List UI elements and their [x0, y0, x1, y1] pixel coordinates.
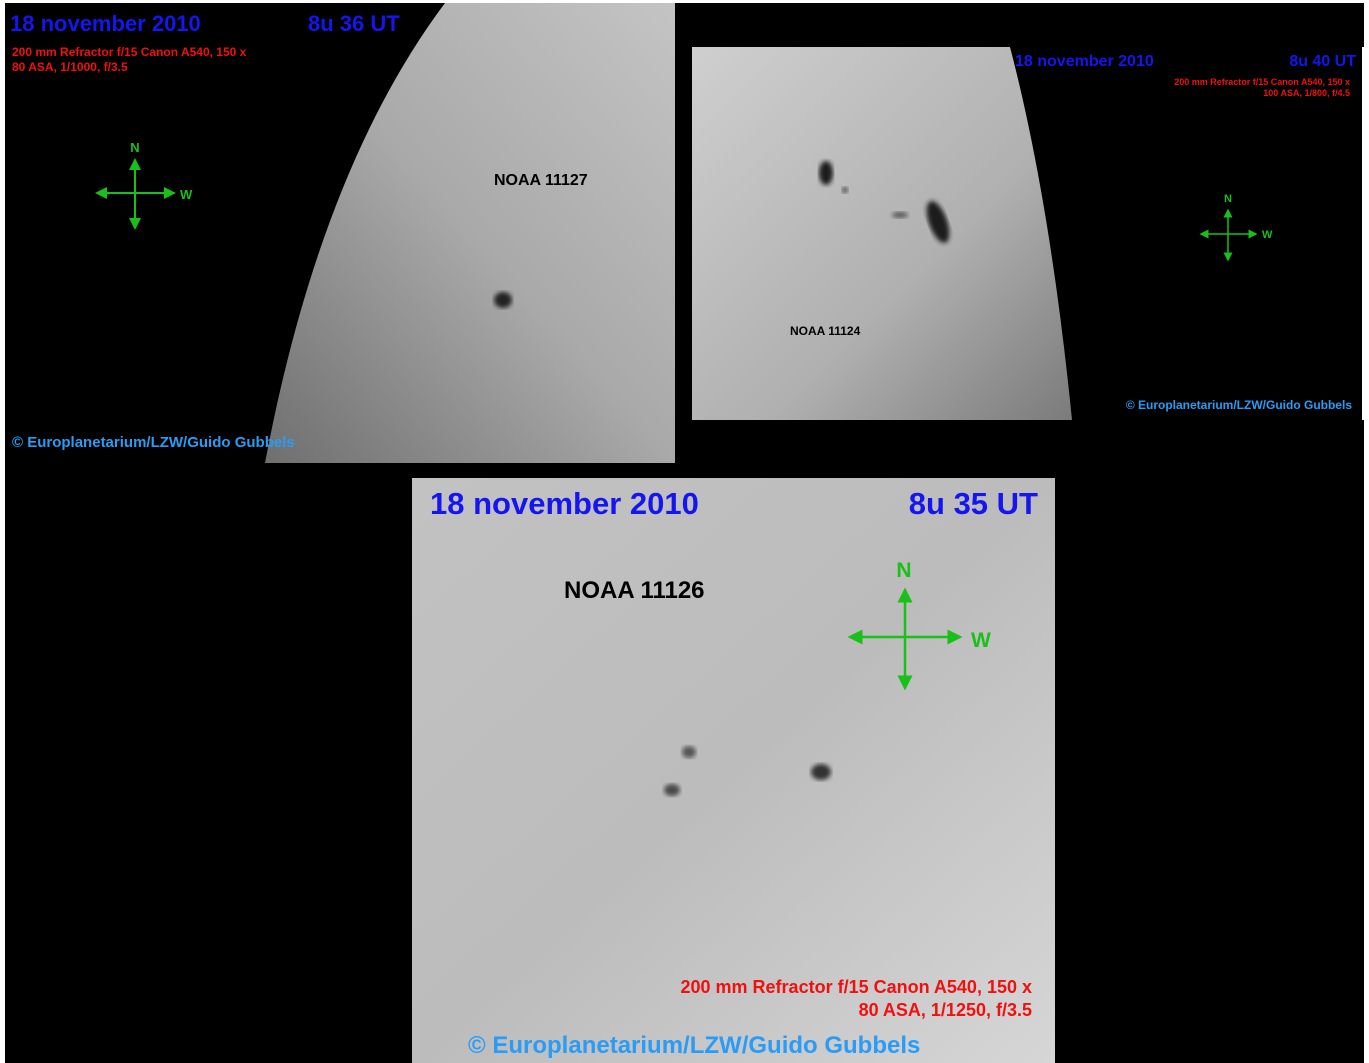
- compass-north: N: [896, 559, 911, 582]
- credit: © Europlanetarium/LZW/Guido Gubbels: [468, 1032, 920, 1059]
- compass-north: N: [1224, 193, 1232, 205]
- compass-west: W: [1262, 229, 1273, 241]
- compass: [95, 158, 176, 230]
- sky: [1055, 420, 1364, 1063]
- credit: © Europlanetarium/LZW/Guido Gubbels: [1126, 398, 1353, 412]
- region-label: NOAA 11127: [494, 172, 588, 189]
- compass: [1199, 208, 1258, 262]
- sun-disk: [265, 3, 675, 463]
- sky: [5, 463, 412, 1063]
- sunspot: [819, 161, 833, 185]
- time: 8u 40 UT: [1289, 53, 1356, 70]
- panel: 18 november 2010 8u 40 UT 200 mm Refract…: [692, 47, 1362, 420]
- sun-disk: [692, 47, 1072, 420]
- equipment: 200 mm Refractor f/15 Canon A540, 150 x: [681, 977, 1033, 997]
- credit: © Europlanetarium/LZW/Guido Gubbels: [12, 434, 295, 451]
- date: 18 november 2010: [430, 486, 699, 521]
- compass-west: W: [971, 629, 991, 652]
- sunspot: [494, 292, 512, 308]
- equipment: 200 mm Refractor f/15 Canon A540, 150 x: [12, 45, 247, 59]
- date: 18 november 2010: [1015, 53, 1154, 70]
- date: 18 november 2010: [10, 11, 201, 36]
- equipment: 80 ASA, 1/1000, f/3.5: [12, 60, 128, 74]
- time: 8u 36 UT: [308, 11, 400, 36]
- sunspot: [926, 201, 950, 243]
- sun-disk: [412, 478, 1055, 1063]
- sunspot: [842, 187, 848, 193]
- panel: 18 november 2010 8u 35 UT NOAA 11126 N W…: [5, 3, 1364, 1063]
- sunspot: [682, 746, 696, 758]
- region-label: NOAA 11124: [790, 324, 861, 338]
- compass: [847, 587, 963, 691]
- sunspot: [892, 212, 908, 218]
- compass-west: W: [180, 187, 193, 202]
- panel: 18 november 2010 8u 36 UT 200 mm Refract…: [5, 3, 675, 463]
- sunspot: [664, 784, 680, 796]
- equipment: 80 ASA, 1/1250, f/3.5: [859, 1000, 1032, 1020]
- equipment: 100 ASA, 1/800, f/4.5: [1263, 88, 1350, 98]
- sunspot: [811, 764, 831, 780]
- sky: [675, 3, 692, 420]
- region-label: NOAA 11126: [564, 577, 705, 604]
- time: 8u 35 UT: [909, 486, 1038, 521]
- compass-north: N: [130, 140, 139, 155]
- sky: [675, 420, 1055, 478]
- equipment: 200 mm Refractor f/15 Canon A540, 150 x: [1174, 77, 1350, 87]
- sky: [692, 3, 1364, 47]
